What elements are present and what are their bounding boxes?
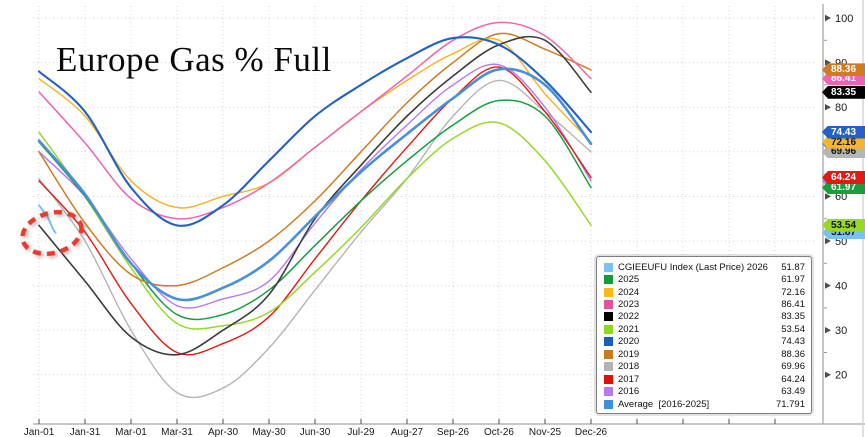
x-tick-label: Jul-29 xyxy=(347,427,375,437)
legend-value: 61.97 xyxy=(781,274,805,286)
series-line-2023 xyxy=(38,21,592,220)
y-tick-arrow xyxy=(825,193,831,200)
x-tick-label: Sep-26 xyxy=(437,427,470,437)
legend-value: 69.96 xyxy=(781,361,805,373)
y-tick-label: 30 xyxy=(835,325,847,337)
y-tick-label: 60 xyxy=(835,191,847,203)
legend-value: 74.43 xyxy=(781,336,805,348)
chart-title: Europe Gas % Full xyxy=(56,40,332,79)
x-tick-label: Nov-25 xyxy=(529,427,562,437)
series-line-Average xyxy=(37,67,593,302)
x-tick-label: Mar-01 xyxy=(115,427,147,437)
series-line-2019 xyxy=(38,32,592,287)
last-price-badge-88.36: 88.36 xyxy=(822,63,865,77)
last-price-badge-72.16: 72.16 xyxy=(822,135,865,149)
y-tick-arrow xyxy=(825,371,831,378)
series-line-2018 xyxy=(38,79,592,399)
x-tick-label: Jan-31 xyxy=(70,427,101,437)
last-price-badge-61.97: 61.97 xyxy=(822,181,865,195)
legend-row-53.54[interactable]: 2021 53.54 xyxy=(604,323,805,335)
series-line-2020 xyxy=(37,36,593,227)
legend-value: 64.24 xyxy=(781,373,805,385)
last-price-badge-53.54: 53.54 xyxy=(822,218,865,232)
legend-row-63.49[interactable]: 2016 63.49 xyxy=(604,385,805,397)
x-tick-label: Jun-30 xyxy=(300,427,331,437)
y-tick-label: 20 xyxy=(835,370,847,382)
y-tick-arrow xyxy=(825,14,831,22)
legend-label: 2024 xyxy=(618,286,640,298)
x-tick-label: Mar-31 xyxy=(161,427,193,437)
series-line-2017 xyxy=(38,66,592,356)
x-tick-label: Aug-27 xyxy=(391,427,424,437)
legend-color-chip xyxy=(604,324,613,334)
legend-label: 2016 xyxy=(618,386,640,398)
legend-value: 51.87 xyxy=(781,261,805,273)
y-tick-label: 80 xyxy=(835,102,847,114)
legend-color-chip xyxy=(604,312,613,322)
y-tick-arrow xyxy=(825,237,831,245)
legend-row-83.35[interactable]: 2022 83.35 xyxy=(604,311,805,323)
legend-box: CGIEEUFU Index (Last Price) 2026 51.87 202… xyxy=(596,256,812,414)
legend-color-chip xyxy=(604,362,613,372)
legend-label: 2020 xyxy=(618,336,640,348)
legend-value: 63.49 xyxy=(781,386,805,398)
legend-row-74.43[interactable]: 2020 74.43 xyxy=(604,336,805,348)
x-tick-label: May-30 xyxy=(252,427,286,437)
legend-row-64.24[interactable]: 2017 64.24 xyxy=(604,373,805,385)
series-line-2016 xyxy=(38,63,592,309)
legend-row-69.96[interactable]: 2018 69.96 xyxy=(604,361,805,373)
legend-label: 2018 xyxy=(618,361,640,373)
legend-label: Average [2016-2025] xyxy=(618,398,710,410)
legend-color-chip xyxy=(604,337,613,347)
legend-color-chip xyxy=(604,275,613,285)
legend-row-51.87[interactable]: CGIEEUFU Index (Last Price) 2026 51.87 xyxy=(604,261,805,273)
legend-row-86.41[interactable]: 2023 86.41 xyxy=(604,298,805,310)
legend-row-71.791[interactable]: Average [2016-2025] 71.791 xyxy=(604,398,805,410)
x-tick-label: Oct-26 xyxy=(484,427,514,437)
legend-label: 2019 xyxy=(618,348,640,360)
y-tick-label: 100 xyxy=(835,13,853,25)
legend-label: 2017 xyxy=(618,373,640,385)
y-tick-arrow xyxy=(825,104,831,111)
last-price-badge-74.43: 74.43 xyxy=(822,125,865,139)
legend-label: 2021 xyxy=(618,323,640,335)
last-price-badge-64.24: 64.24 xyxy=(822,170,865,184)
legend-value: 72.16 xyxy=(781,286,805,298)
y-tick-arrow xyxy=(825,282,831,289)
legend-value: 71.791 xyxy=(775,398,805,410)
last-price-badge-83.35: 83.35 xyxy=(822,85,865,99)
y-tick-arrow xyxy=(825,327,831,334)
x-tick-label: Jan-01 xyxy=(24,427,55,437)
legend-color-chip xyxy=(604,300,613,310)
legend-value: 86.41 xyxy=(781,299,805,311)
y-tick-arrow xyxy=(825,59,831,66)
series-line-2022 xyxy=(38,35,592,356)
legend-color-chip xyxy=(604,287,613,297)
legend-value: 88.36 xyxy=(781,348,805,360)
legend-label: 2025 xyxy=(618,274,640,286)
legend-value: 83.35 xyxy=(781,311,805,323)
last-price-badge-69.96: 69.96 xyxy=(822,145,865,159)
legend-color-chip xyxy=(604,349,613,359)
legend-label: 2023 xyxy=(618,299,640,311)
x-tick-label: Apr-30 xyxy=(208,427,238,437)
highlight-ellipse-annotation xyxy=(20,209,84,257)
legend-value: 53.54 xyxy=(781,323,805,335)
legend-row-88.36[interactable]: 2019 88.36 xyxy=(604,348,805,360)
legend-color-chip xyxy=(604,262,613,272)
legend-label: 2022 xyxy=(618,311,640,323)
x-tick-label: Dec-26 xyxy=(575,427,608,437)
legend-row-61.97[interactable]: 2025 61.97 xyxy=(604,273,805,285)
legend-row-72.16[interactable]: 2024 72.16 xyxy=(604,286,805,298)
series-line-2026 xyxy=(38,204,57,234)
legend-label: CGIEEUFU Index (Last Price) 2026 xyxy=(618,261,768,273)
legend-color-chip xyxy=(604,387,613,397)
legend-color-chip xyxy=(604,399,613,409)
y-tick-label: 40 xyxy=(835,280,847,292)
series-line-2021 xyxy=(38,121,592,330)
legend-color-chip xyxy=(604,374,613,384)
